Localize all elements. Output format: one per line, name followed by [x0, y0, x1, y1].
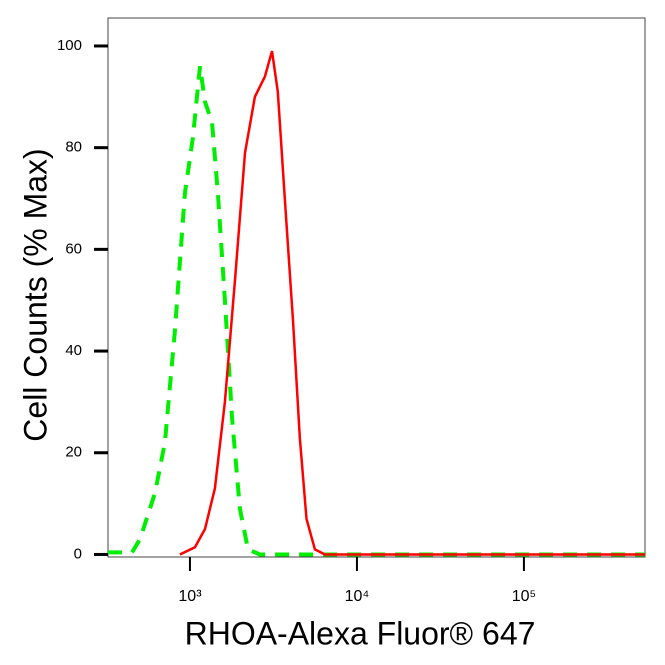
y-tick-label: 80	[65, 139, 82, 156]
y-tick-label: 60	[65, 240, 82, 257]
x-tick-label: 10⁵	[512, 588, 536, 605]
plot-frame	[107, 17, 646, 558]
x-axis-label: RHOA-Alexa Fluor® 647	[185, 615, 536, 651]
y-tick-label: 20	[65, 444, 82, 461]
y-tick-label: 40	[65, 342, 82, 359]
y-tick-label: 0	[74, 545, 82, 562]
x-tick-label: 10⁴	[345, 588, 370, 605]
y-tick-label: 100	[57, 37, 82, 54]
y-axis-label: Cell Counts (% Max)	[17, 148, 53, 441]
x-tick-label: 10³	[178, 588, 202, 605]
series-line	[179, 50, 645, 556]
series-line	[108, 66, 645, 557]
